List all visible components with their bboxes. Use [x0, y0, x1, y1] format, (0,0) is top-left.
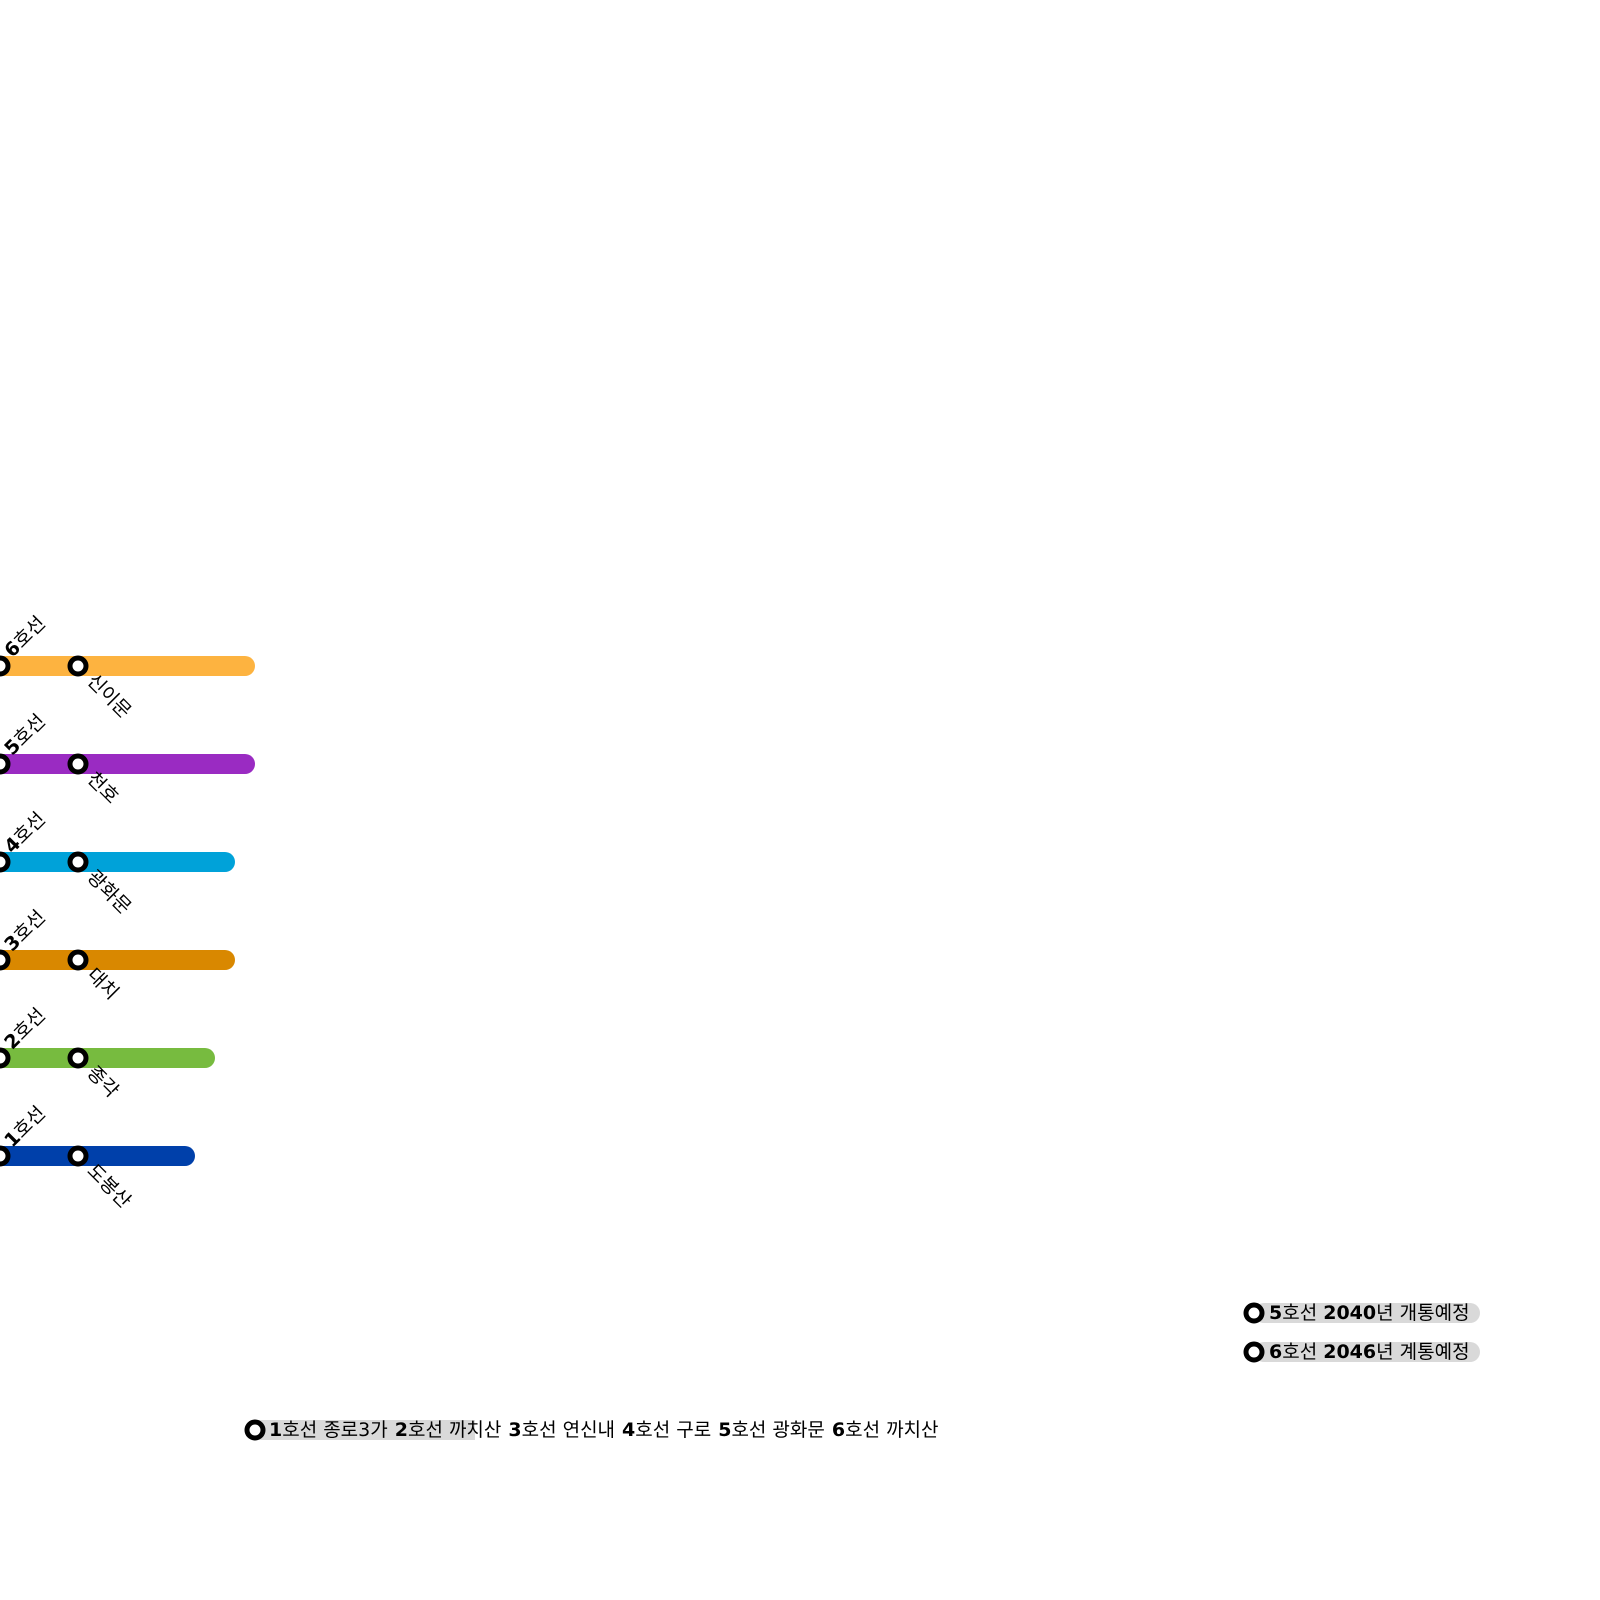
station-label: 광화문 — [83, 866, 136, 919]
line-number: 4 — [622, 1419, 635, 1441]
station-dot — [0, 949, 11, 971]
line-unit: 호선 — [522, 1419, 557, 1441]
station-dot — [0, 1047, 11, 1069]
station-dot — [0, 1145, 11, 1167]
route-text: 1호선 종로3가 2호선 까치산 3호선 연신내 4호선 구로 5호선 광화문 6호선 까치산 — [269, 1419, 939, 1441]
route-bg — [255, 1420, 475, 1440]
line-unit: 호선 — [845, 1419, 880, 1441]
station-dot — [67, 851, 89, 873]
station-dot — [0, 753, 11, 775]
line-label: 1호선 — [0, 1102, 50, 1152]
line-number: 1 — [269, 1419, 282, 1441]
line-unit: 호선 — [1282, 1341, 1323, 1363]
line-unit: 호선 — [731, 1419, 766, 1441]
notice-bg — [1254, 1303, 1480, 1323]
station-name: 광화문 — [772, 1419, 824, 1441]
line-label: 3호선 — [0, 906, 50, 956]
station-label: 신이문 — [83, 670, 136, 723]
notice-text: 5호선 2040년 개통예정 — [1269, 1302, 1470, 1324]
station-name: 연신내 — [563, 1419, 615, 1441]
station-dot — [0, 851, 11, 873]
line-label: 4호선 — [0, 808, 50, 858]
line-number: 2 — [395, 1419, 408, 1441]
station-dot — [67, 1047, 89, 1069]
station-dot — [67, 753, 89, 775]
station-dot — [67, 949, 89, 971]
line-number: 5 — [1269, 1302, 1282, 1324]
line-label: 5호선 — [0, 710, 50, 760]
notice-text: 6호선 2046년 계통예정 — [1269, 1341, 1470, 1363]
line-unit: 호선 — [1282, 1302, 1323, 1324]
station-name: 까치산 — [886, 1419, 938, 1441]
station-label: 도봉산 — [83, 1160, 136, 1213]
line-label: 6호선 — [0, 612, 50, 662]
station-name: 종로3가 — [323, 1419, 388, 1441]
line-number: 6 — [1269, 1341, 1282, 1363]
station-dot — [0, 655, 11, 677]
station-dot — [1243, 1302, 1265, 1324]
line-unit: 호선 — [635, 1419, 670, 1441]
line-number: 3 — [508, 1419, 521, 1441]
station-name: 까치산 — [449, 1419, 501, 1441]
station-name: 구로 — [676, 1419, 711, 1441]
year: 2046 — [1323, 1341, 1376, 1363]
station-dot — [67, 655, 89, 677]
line-number: 6 — [832, 1419, 845, 1441]
year: 2040 — [1323, 1302, 1376, 1324]
notice-bg — [1254, 1342, 1480, 1362]
line-number: 5 — [718, 1419, 731, 1441]
station-dot — [1243, 1341, 1265, 1363]
line-unit: 호선 — [408, 1419, 443, 1441]
station-dot — [244, 1419, 266, 1441]
status: 년 계통예정 — [1376, 1341, 1469, 1363]
line-label: 2호선 — [0, 1004, 50, 1054]
line-unit: 호선 — [282, 1419, 317, 1441]
status: 년 개통예정 — [1376, 1302, 1469, 1324]
station-dot — [67, 1145, 89, 1167]
